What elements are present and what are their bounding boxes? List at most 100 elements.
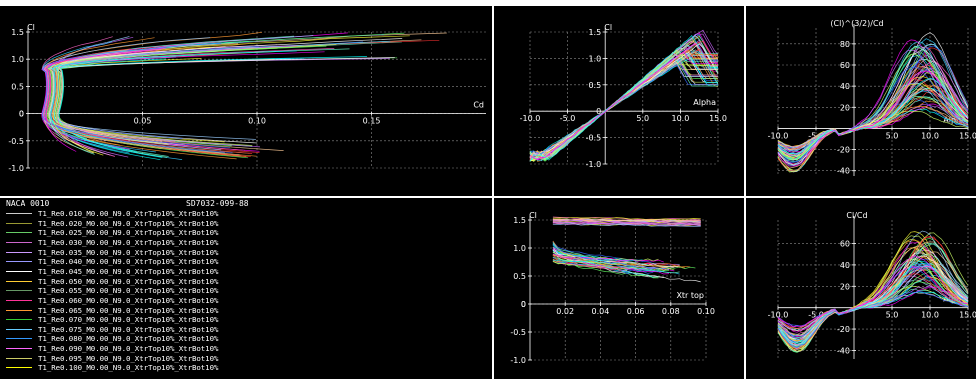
y-tick-label: 1.5 bbox=[11, 28, 24, 37]
cl-xtr-chart: 0.02 0.04 0.06 0.08 0.10-1.0-0.500.51.01.50X… bbox=[510, 211, 715, 365]
x-tick-label: 0.02 bbox=[556, 307, 574, 316]
y-tick-label: 1.0 bbox=[588, 54, 601, 63]
legend-label: T1_Re0.100_M0.00_N9.0_XtrTop10%_XtrBot10… bbox=[38, 363, 219, 373]
cl-xtr-series-line bbox=[552, 243, 648, 266]
bell-series-line bbox=[777, 235, 969, 336]
y-axis-label: Cl/Cd bbox=[846, 211, 867, 220]
legend-swatch bbox=[6, 319, 32, 321]
y-tick-label: 40 bbox=[840, 82, 850, 91]
legend-label: T1_Re0.090_M0.00_N9.0_XtrTop10%_XtrBot10… bbox=[38, 344, 219, 354]
legend-label: T1_Re0.035_M0.00_N9.0_XtrTop10%_XtrBot10… bbox=[38, 247, 219, 257]
x-tick-label: 0.10 bbox=[248, 117, 266, 126]
y-tick-label: 0.5 bbox=[513, 272, 526, 281]
legend-swatch bbox=[6, 348, 32, 350]
polar-series-line bbox=[49, 38, 403, 156]
y-axis-label: (Cl)^(3/2)/Cd bbox=[830, 19, 883, 28]
polar-series-line bbox=[48, 54, 169, 145]
polar-series-line bbox=[57, 42, 284, 151]
legend-swatch bbox=[6, 270, 32, 272]
y-tick-label: -0.5 bbox=[586, 134, 602, 143]
legend-label: T1_Re0.020_M0.00_N9.0_XtrTop10%_XtrBot10… bbox=[38, 218, 219, 228]
cl-alpha-chart-panel: -10.0 -5.0 5.0 10.0 15.0 -1.0 -0.5 0 0.5 1.0 1.5 Al… bbox=[494, 6, 744, 196]
legend-swatch bbox=[6, 280, 32, 282]
legend-label: T1_Re0.075_M0.00_N9.0_XtrTop10%_XtrBot10… bbox=[38, 324, 219, 334]
legend-item: T1_Re0.095_M0.00_N9.0_XtrTop10%_XtrBot10… bbox=[6, 354, 218, 363]
cl-xtr-series-line bbox=[552, 253, 664, 263]
bell-series-line bbox=[777, 70, 969, 167]
cl-xtr-series-line bbox=[552, 256, 659, 279]
y-tick-label: 1.0 bbox=[11, 55, 24, 64]
y-tick-label: -40 bbox=[837, 346, 850, 355]
bell-series-line bbox=[777, 260, 969, 339]
legend-swatch bbox=[6, 251, 32, 253]
x-tick-label: 15.0 bbox=[709, 114, 727, 123]
y-tick-label: -20 bbox=[837, 325, 850, 334]
cl-xtr-series-line bbox=[552, 240, 627, 269]
legend-item: T1_Re0.035_M0.00_N9.0_XtrTop10%_XtrBot10… bbox=[6, 248, 218, 257]
legend-swatch bbox=[6, 367, 32, 369]
legend-item: T1_Re0.010_M0.00_N9.0_XtrTop10%_XtrBot10… bbox=[6, 209, 218, 218]
legend-label: T1_Re0.080_M0.00_N9.0_XtrTop10%_XtrBot10… bbox=[38, 334, 219, 344]
polar-series-line bbox=[53, 56, 368, 139]
origin-label: 0 bbox=[19, 110, 24, 119]
y-tick-label: 20 bbox=[840, 103, 850, 112]
legend-label: T1_Re0.055_M0.00_N9.0_XtrTop10%_XtrBot10… bbox=[38, 286, 219, 296]
bell-series-line bbox=[777, 255, 969, 352]
legend-item: T1_Re0.065_M0.00_N9.0_XtrTop10%_XtrBot10… bbox=[6, 306, 218, 315]
origin-label: 0 bbox=[521, 300, 526, 309]
y-tick-label: -0.5 bbox=[8, 137, 24, 146]
cl-alpha-series-line bbox=[529, 35, 718, 162]
legend-swatch bbox=[6, 213, 32, 214]
cl-xtr-series-line bbox=[552, 219, 701, 224]
legend-label: T1_Re0.060_M0.00_N9.0_XtrTop10%_XtrBot10… bbox=[38, 295, 219, 305]
cl-cd-chart: -10.0 -5.0 5.0 10.0 15.0-40-20204060AlphaCl/… bbox=[768, 211, 976, 359]
x-tick-label: 15.0 bbox=[959, 131, 976, 140]
legend-swatch bbox=[6, 357, 32, 359]
y-axis-label: Cl bbox=[529, 211, 537, 220]
cl-xtr-series-line bbox=[552, 244, 659, 269]
legend-item: T1_Re0.050_M0.00_N9.0_XtrTop10%_XtrBot10… bbox=[6, 277, 218, 286]
cl-xtr-series-line bbox=[552, 223, 701, 227]
legend-swatch bbox=[6, 232, 32, 234]
bell-series-line bbox=[777, 238, 969, 352]
bell-series-line bbox=[777, 78, 969, 155]
legend-label: T1_Re0.070_M0.00_N9.0_XtrTop10%_XtrBot10… bbox=[38, 315, 219, 325]
x-tick-label: -5.0 bbox=[560, 114, 576, 123]
polar-series-line bbox=[45, 37, 257, 157]
x-tick-label: 15.0 bbox=[959, 311, 976, 320]
x-tick-label: 5.0 bbox=[636, 114, 649, 123]
cl-alpha-series-line bbox=[529, 51, 718, 160]
legend-label: T1_Re0.065_M0.00_N9.0_XtrTop10%_XtrBot10… bbox=[38, 305, 219, 315]
y-tick-label: 60 bbox=[840, 61, 850, 70]
bell-series-line bbox=[777, 66, 969, 162]
legend-swatch bbox=[6, 222, 32, 224]
x-tick-label: 5.0 bbox=[886, 311, 899, 320]
bell-series-line bbox=[777, 290, 969, 348]
legend-label: T1_Re0.045_M0.00_N9.0_XtrTop10%_XtrBot10… bbox=[38, 266, 219, 276]
legend-item: T1_Re0.075_M0.00_N9.0_XtrTop10%_XtrBot10… bbox=[6, 325, 218, 334]
cl-xtr-series-line bbox=[552, 221, 701, 226]
legend-swatch bbox=[6, 338, 32, 340]
legend-title-2: SD7032-099-88 bbox=[186, 199, 249, 208]
legend-swatch bbox=[6, 309, 32, 311]
y-tick-label: -0.5 bbox=[510, 328, 526, 337]
x-tick-label: 5.0 bbox=[886, 131, 899, 140]
cl-xtr-chart-panel: 0.02 0.04 0.06 0.08 0.10 -1.0 -0.5 0 0.5 1.0 1.5 0 X… bbox=[494, 198, 744, 379]
legend-item: T1_Re0.030_M0.00_N9.0_XtrTop10%_XtrBot10… bbox=[6, 238, 218, 247]
legend-item: T1_Re0.020_M0.00_N9.0_XtrTop10%_XtrBot10… bbox=[6, 219, 218, 228]
y-tick-label: -40 bbox=[837, 167, 850, 176]
x-tick-label: 10.0 bbox=[671, 114, 689, 123]
y-axis-label: Cl bbox=[27, 23, 35, 32]
bell-series-line bbox=[777, 45, 969, 155]
legend-item: T1_Re0.100_M0.00_N9.0_XtrTop10%_XtrBot10… bbox=[6, 363, 218, 372]
legend-label: T1_Re0.030_M0.00_N9.0_XtrTop10%_XtrBot10… bbox=[38, 237, 219, 247]
polar-series-line bbox=[46, 35, 410, 143]
x-axis-label: Cd bbox=[473, 101, 484, 110]
x-tick-label: 0.05 bbox=[134, 117, 152, 126]
legend-item: T1_Re0.090_M0.00_N9.0_XtrTop10%_XtrBot10… bbox=[6, 344, 218, 353]
cl-xtr-series-line bbox=[552, 218, 701, 222]
x-tick-label: -10.0 bbox=[768, 311, 789, 320]
bell-series-line bbox=[777, 273, 969, 350]
cl-cd-chart-panel: -10.0 -5.0 5.0 10.0 15.0 -40 -20 20 40 60 Alpha Cl/… bbox=[746, 198, 976, 379]
y-tick-label: 20 bbox=[840, 282, 850, 291]
